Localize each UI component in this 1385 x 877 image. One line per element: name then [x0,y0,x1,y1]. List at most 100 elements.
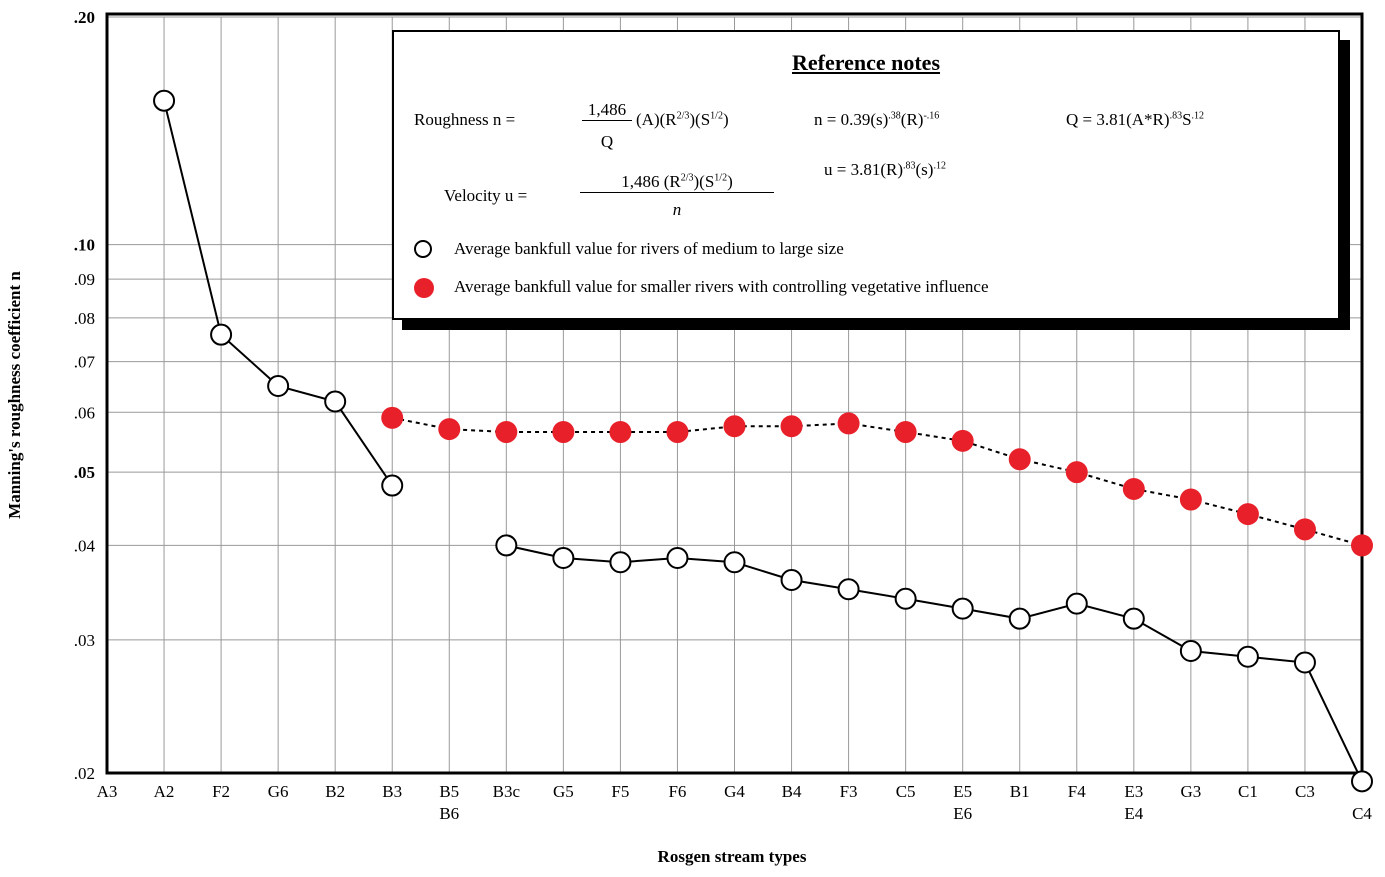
data-point [723,415,746,438]
formula-text: n = 0.39(s) [814,110,889,129]
x-tick-label: C5 [896,782,916,801]
roughness-numerator: 1,486 [582,100,632,121]
data-point [210,323,233,346]
data-point [951,429,974,452]
reference-notes: Reference notes Roughness n = 1,486 Q (A… [392,30,1340,320]
x-tick-label: E5 [953,782,972,801]
data-point [1122,477,1145,500]
data-point [1065,461,1088,484]
velocity-label: Velocity u = [444,186,528,205]
x-tick-label: B4 [782,782,802,801]
formula-text: 1,486 (R [621,172,681,191]
data-point [1122,607,1145,630]
y-tick-label: .07 [74,353,96,372]
superscript: .12 [933,160,946,172]
velocity-denominator: n [672,200,682,219]
x-tick-label: A3 [97,782,118,801]
superscript: .38 [888,110,901,122]
y-tick-label: .02 [74,764,95,783]
formula-text: (R) [900,110,924,129]
data-point [324,390,347,413]
plot-frame [105,12,1364,775]
x-tick-label: C4 [1352,804,1372,823]
data-point [1236,503,1259,526]
formula-text: ) [722,110,729,129]
superscript: .83 [903,160,916,172]
data-point [438,418,461,441]
data-point [1293,651,1316,674]
x-tick-label: F5 [611,782,629,801]
x-tick-label: F6 [668,782,686,801]
velocity-numerator: 1,486 (R2/3)(S1/2) [580,172,774,193]
data-point [894,587,917,610]
data-point [951,597,974,620]
data-point [1179,640,1202,663]
y-tick-label: .03 [74,631,95,650]
data-point [153,89,176,112]
notes-title: Reference notes [791,50,941,75]
roughness-label: Roughness n = [414,110,516,129]
formula-text: )(S [689,110,711,129]
data-point [837,412,860,435]
data-point [609,421,632,444]
x-tick-label: B3c [493,782,521,801]
x-tick-label: G4 [724,782,745,801]
y-axis-label: Manning's roughness coefficient n [5,271,24,519]
data-point [723,551,746,574]
formula-text: (A)(R [636,110,677,129]
legend-marker [414,240,432,258]
formula-text: (s) [915,160,934,179]
data-point [1236,645,1259,668]
n-formula: n = 0.39(s).38(R)-.16 [814,110,939,130]
x-tick-label: F2 [212,782,230,801]
data-point [1065,592,1088,615]
data-point [381,474,404,497]
superscript: 2/3 [680,172,694,184]
series-line [392,416,1363,547]
x-tick-label: G3 [1180,782,1201,801]
superscript: .12 [1191,110,1205,122]
data-point [780,415,803,438]
data-point [552,546,575,569]
y-tick-label: .06 [74,403,95,422]
superscript: 2/3 [676,110,690,122]
x-tick-label: B1 [1010,782,1030,801]
legend-label: Average bankfull value for rivers of med… [454,239,844,258]
data-point [780,569,803,592]
data-point [552,421,575,444]
roughness-formula: (A)(R2/3)(S1/2) [636,110,729,130]
y-tick-label: .10 [74,236,95,255]
x-axis-label: Rosgen stream types [658,847,807,866]
data-point [1179,488,1202,511]
formula-text: ) [727,172,733,191]
data-point [666,546,689,569]
x-tick-label: C1 [1238,782,1258,801]
y-tick-label: .04 [74,536,96,555]
x-tick-label: G6 [268,782,289,801]
data-point [267,375,290,398]
x-tick-label: G5 [553,782,574,801]
formula-text: S [1182,110,1192,129]
y-tick-label: .20 [74,8,95,27]
x-tick-label: E6 [953,804,972,823]
roughness-denominator: Q [600,132,614,151]
x-tick-label: B6 [439,804,459,823]
superscript: 1/2 [710,110,723,122]
y-tick-label: .09 [74,270,95,289]
superscript: .83 [1169,110,1183,122]
superscript: 1/2 [714,172,728,184]
legend-label: Average bankfull value for smaller river… [454,277,989,296]
x-tick-label: F3 [840,782,858,801]
x-tick-label: B2 [325,782,345,801]
data-point [837,578,860,601]
x-tick-label: E3 [1124,782,1143,801]
y-tick-label: .05 [74,463,95,482]
superscript: -.16 [923,110,940,122]
y-tick-label: .08 [74,309,95,328]
x-tick-label: C3 [1295,782,1315,801]
data-point [381,406,404,429]
x-tick-label: B3 [382,782,402,801]
x-tick-label: A2 [154,782,175,801]
u-formula: u = 3.81(R).83(s).12 [824,160,946,180]
